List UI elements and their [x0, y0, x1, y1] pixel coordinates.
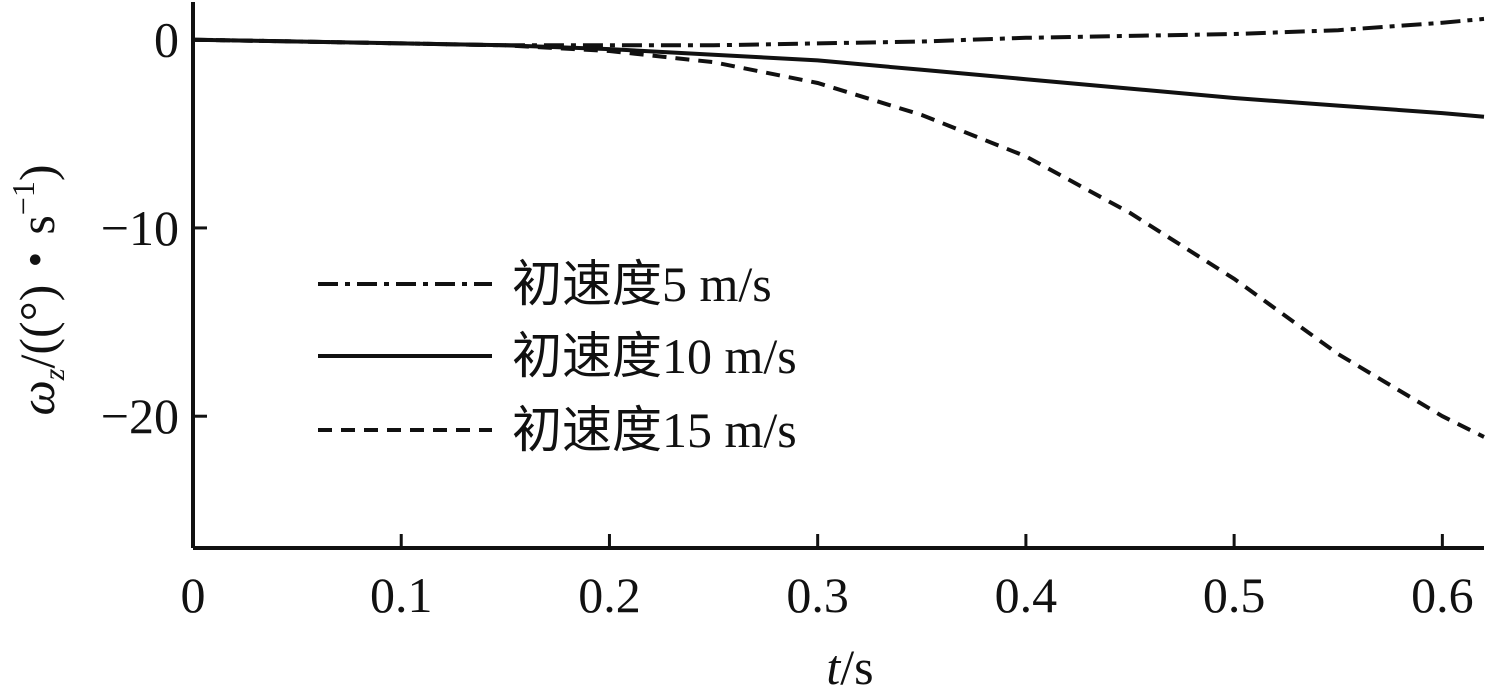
y-axis-ticks: 0 −10 −20: [101, 12, 207, 444]
x-tick-label: 0.5: [1203, 567, 1266, 623]
series-line-3: [192, 37, 1485, 439]
y-tick-label: 0: [154, 12, 179, 68]
axes: [191, 2, 1484, 550]
y-axis-title-unit: /((°)・s: [9, 215, 65, 368]
x-axis-title-unit: /s: [840, 639, 873, 688]
x-axis-title: t/s: [826, 639, 873, 688]
x-tick-label: 0.6: [1411, 567, 1474, 623]
y-axis-title-omega: ω: [9, 380, 65, 415]
x-tick-label: 0.3: [786, 567, 849, 623]
x-tick-label: 0.1: [370, 567, 433, 623]
series-lines: [192, 16, 1485, 439]
legend: 初速度5 m/s 初速度10 m/s 初速度15 m/s: [318, 256, 797, 458]
x-tick-label: 0.2: [578, 567, 641, 623]
legend-label-3: 初速度15 m/s: [512, 402, 797, 458]
y-axis-title-close: ): [9, 165, 65, 182]
x-axis-ticks: 0 0.1 0.2 0.3 0.4 0.5 0.6: [181, 534, 1474, 623]
x-tick-label: 0: [181, 567, 206, 623]
legend-label-2: 初速度10 m/s: [512, 328, 797, 384]
y-axis-title-exponent: −1: [5, 181, 41, 215]
y-tick-label: −20: [101, 388, 179, 444]
y-axis-title-subscript: z: [38, 368, 71, 381]
legend-label-1: 初速度5 m/s: [512, 256, 772, 312]
series-line-2: [192, 37, 1485, 119]
y-tick-label: −10: [101, 200, 179, 256]
y-axis-title-text: ωz/((°)・s−1): [5, 165, 71, 416]
x-axis-title-var: t: [826, 639, 841, 688]
y-axis-title: ωz/((°)・s−1): [5, 165, 71, 416]
x-tick-label: 0.4: [995, 567, 1058, 623]
